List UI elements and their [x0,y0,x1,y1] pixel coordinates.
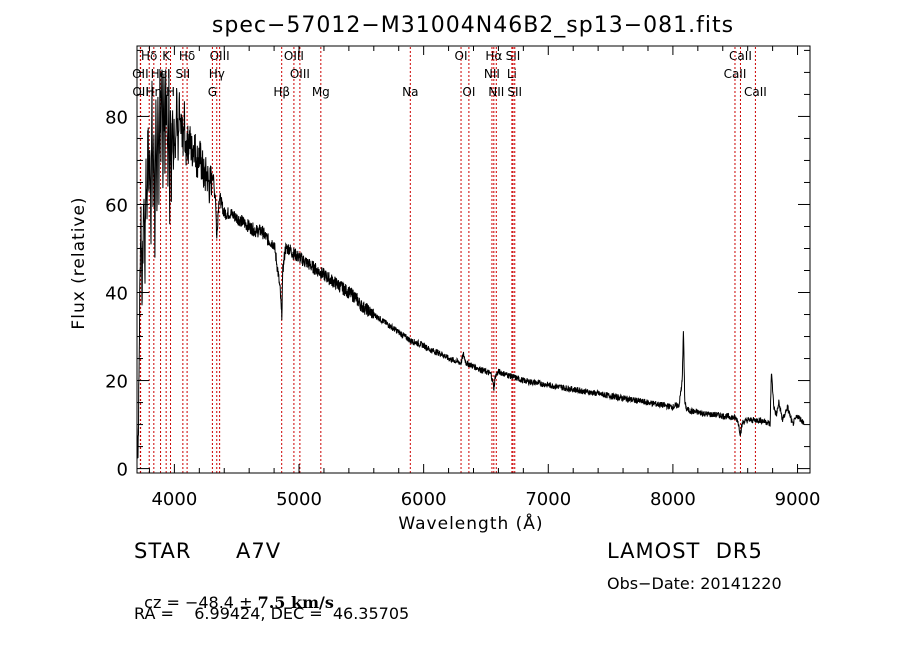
line-label-2: Hδ [179,49,195,63]
line-label-15: Li [507,67,517,81]
line-label-26: SII [507,85,522,99]
plus-minus: ± [233,593,258,612]
line-label-21: Hβ [273,85,290,99]
line-label-27: CaII [744,85,767,99]
survey-label: LAMOST DR5 [607,539,763,563]
line-label-14: NII [484,67,500,81]
x-tick-label-4: 8000 [650,489,696,510]
y-tick-label-3: 60 [105,195,128,216]
y-tick-label-1: 20 [105,372,128,393]
line-label-8: CaII [729,49,752,63]
coordinates: RA = 6.99424, DEC = 46.35705 [134,604,410,623]
cz-label: cz = [144,593,185,612]
line-label-6: Hα [485,49,502,63]
line-label-22: Mg [312,85,330,99]
y-tick-label-0: 0 [117,460,128,481]
line-label-17: OII [132,85,149,99]
observation-date: Obs−Date: 20141220 [607,574,782,593]
axis-ticks: 4000 5000 6000 7000 8000 9000 0 20 40 60 80 [105,46,820,510]
line-label-9: OII [132,67,149,81]
x-tick-label-3: 7000 [525,489,571,510]
plot-area: Hδ K Hδ OIII OIII OI Hα SII CaII OII HeI SII Hγ OIII N… [132,47,805,473]
line-label-20: G [208,85,217,99]
line-label-25: NII [488,85,504,99]
redshift-line: cz = −48.4 ± 7.5 km/s [134,574,334,612]
y-axis-label: Flux (relative) [69,196,89,329]
x-tick-label-2: 6000 [401,489,447,510]
line-label-13: OIII [290,67,310,81]
y-tick-label-4: 80 [105,107,128,128]
plot-frame [136,45,811,474]
line-label-4: OIII [284,49,304,63]
spectrum-line [136,68,805,459]
line-label-0: Hδ [141,49,157,63]
line-label-24: OI [462,85,475,99]
line-label-11: SII [176,67,191,81]
line-label-18: Hη [146,85,163,99]
y-tick-label-2: 40 [105,284,128,305]
line-label-19: H [166,85,175,99]
spectral-subclass: A7V [236,539,282,563]
x-axis-label: Wavelength (Å) [398,512,543,534]
line-label-3: OIII [210,49,230,63]
object-class: STAR [134,539,192,563]
line-label-12: Hγ [209,67,225,81]
line-label-7: SII [506,49,521,63]
cz-unit: km/s [285,593,334,612]
x-tick-label-5: 9000 [775,489,821,510]
cz-value: −48.4 [184,593,234,612]
line-label-1: K [162,49,171,63]
line-label-23: Na [402,85,418,99]
line-label-5: OI [455,49,468,63]
line-label-16: CaII [724,67,747,81]
cz-error: 7.5 [257,593,286,612]
chart-title: spec−57012−M31004N46B2_sp13−081.fits [212,13,734,38]
x-tick-label-1: 5000 [276,489,322,510]
x-tick-label-0: 4000 [151,489,197,510]
line-label-10: HeI [151,67,171,81]
